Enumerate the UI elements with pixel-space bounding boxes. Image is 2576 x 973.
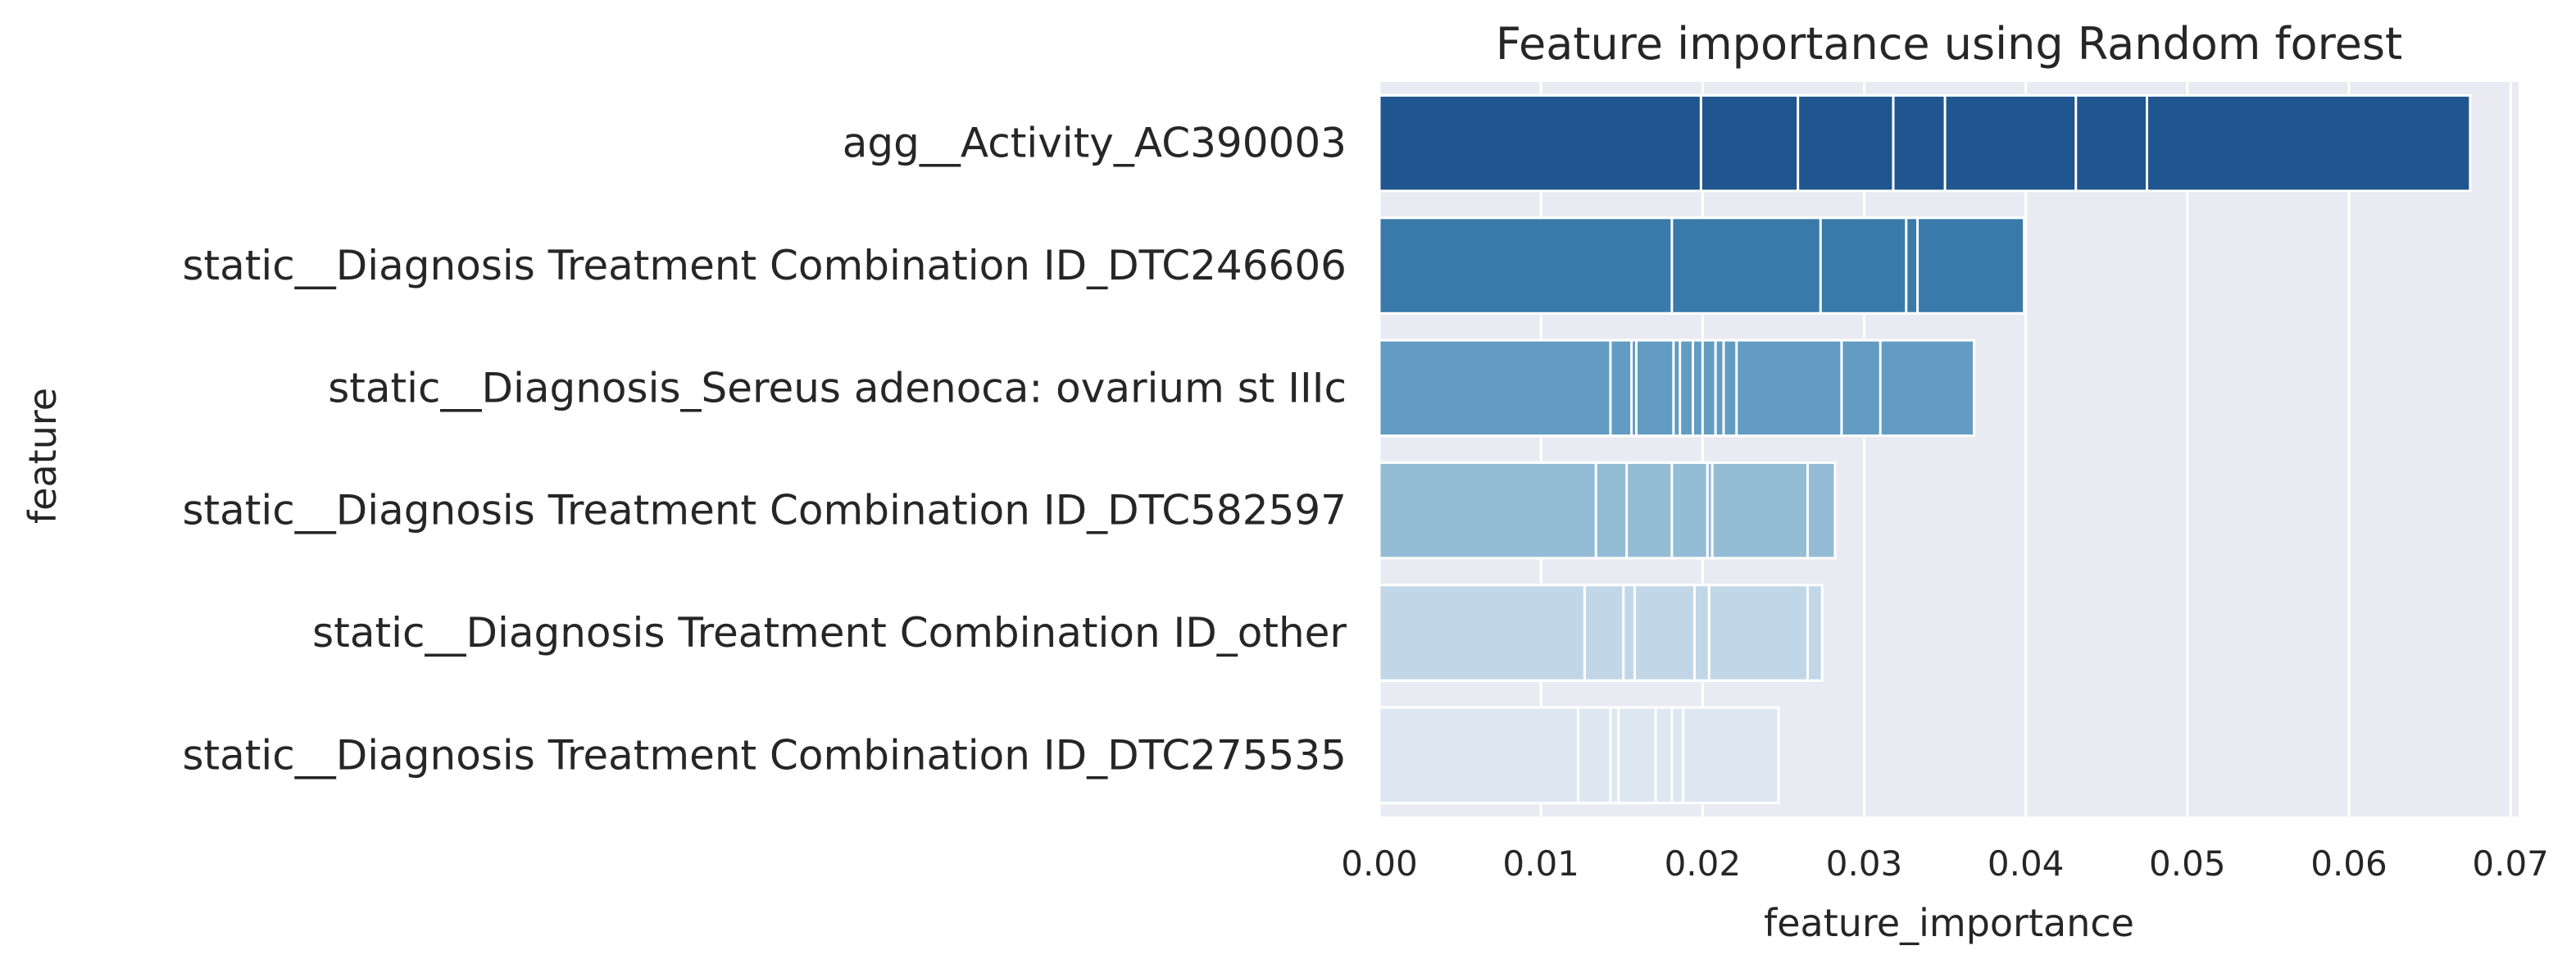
x-tick-label: 0.01	[1502, 843, 1579, 884]
category-label: static__Diagnosis Treatment Combination …	[312, 609, 1347, 657]
x-tick-label: 0.07	[2472, 843, 2549, 884]
category-label: static__Diagnosis Treatment Combination …	[182, 242, 1347, 289]
category-labels: agg__Activity_AC390003 static__Diagnosis …	[182, 120, 1347, 780]
bar	[1378, 706, 1580, 805]
bars	[1378, 93, 2472, 805]
bar	[1378, 584, 1586, 682]
y-axis-label: feature	[20, 388, 65, 524]
category-label: static__Diagnosis Treatment Combination …	[182, 487, 1347, 534]
bar	[1378, 216, 1674, 315]
bar	[1378, 461, 1597, 560]
plot-background	[1379, 82, 2519, 816]
x-tick-label: 0.00	[1341, 843, 1418, 884]
category-label: static__Diagnosis Treatment Combination …	[182, 731, 1347, 779]
category-label: static__Diagnosis_Sereus adenoca: ovariu…	[328, 364, 1347, 411]
x-tick-label: 0.06	[2310, 843, 2387, 884]
x-tick-label: 0.02	[1665, 843, 1742, 884]
category-label: agg__Activity_AC390003	[843, 120, 1347, 167]
bar	[1378, 339, 1612, 438]
x-axis-label: feature_importance	[1764, 901, 2134, 945]
x-tick-labels: 0.00 0.01 0.02 0.03 0.04 0.05 0.06 0.07	[1341, 843, 2549, 884]
x-gridlines	[1378, 82, 2512, 816]
x-tick-label: 0.04	[1988, 843, 2065, 884]
bar	[1378, 93, 1702, 193]
chart-title: Feature importance using Random forest	[1496, 18, 2402, 70]
x-tick-label: 0.03	[1826, 843, 1903, 884]
x-tick-label: 0.05	[2149, 843, 2226, 884]
